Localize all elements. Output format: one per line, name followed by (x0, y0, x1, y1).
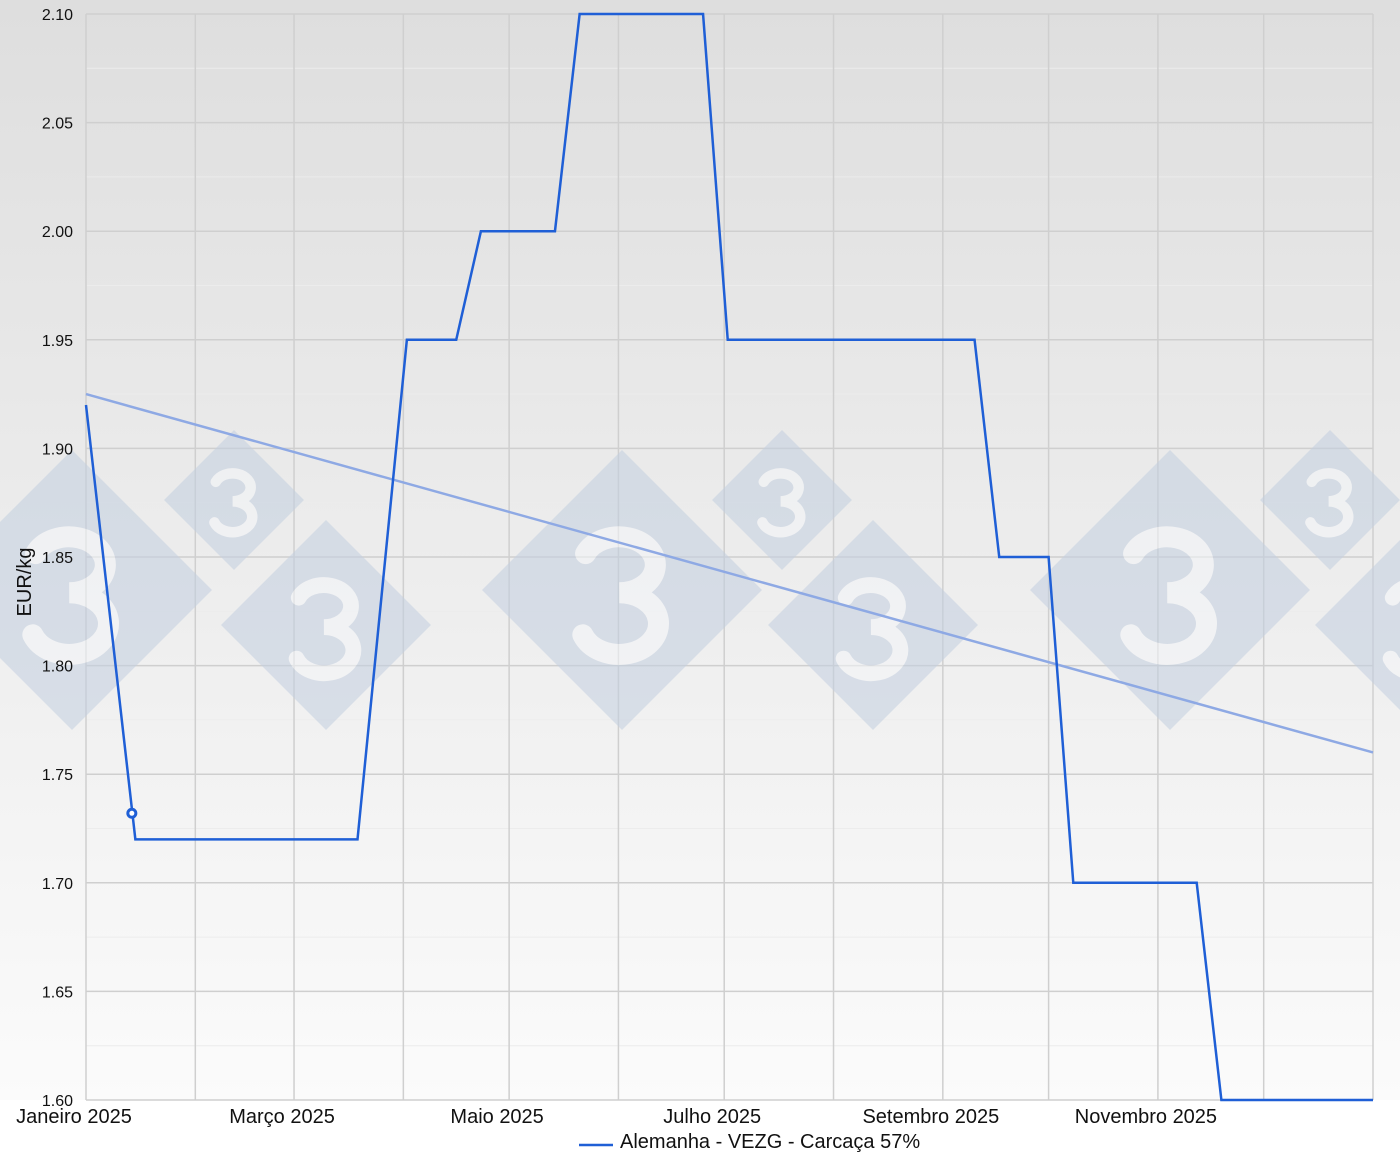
y-tick-label: 1.95 (42, 333, 73, 350)
y-tick-label: 1.80 (42, 659, 73, 676)
watermark-glyph-3 (1120, 526, 1217, 665)
trendline (85, 392, 1374, 754)
x-tick-label: Maio 2025 (450, 1106, 543, 1128)
x-axis-ticks: Janeiro 2025 Março 2025 Maio 2025 Julho 202… (16, 1106, 1217, 1128)
x-tick-label: Março 2025 (229, 1106, 335, 1128)
x-tick-label: Julho 2025 (663, 1106, 761, 1128)
y-tick-label: 2.10 (42, 7, 73, 24)
highlighted-point[interactable] (126, 807, 138, 819)
x-tick-label: Novembro 2025 (1075, 1106, 1217, 1128)
y-axis-label: EUR/kg (14, 548, 36, 617)
x-tick-label: Setembro 2025 (862, 1106, 999, 1128)
y-tick-label: 1.70 (42, 876, 73, 893)
watermark-glyph-3 (1305, 468, 1354, 538)
y-tick-label: 1.75 (42, 767, 73, 784)
y-tick-label: 1.60 (42, 1093, 73, 1110)
series-line-alemanha[interactable] (84, 12, 1373, 1102)
watermark-glyph-3 (757, 468, 806, 538)
y-tick-label: 1.85 (42, 550, 73, 567)
y-tick-label: 2.00 (42, 224, 73, 241)
legend[interactable]: Alemanha - VEZG - Carcaça 57% (579, 1131, 920, 1153)
y-tick-label: 1.90 (42, 441, 73, 458)
watermark-glyph-3 (288, 577, 362, 682)
watermark-glyph-3 (22, 526, 119, 665)
watermark-glyph-3 (572, 526, 669, 665)
y-tick-label: 2.05 (42, 116, 73, 133)
watermark-glyph-3 (835, 577, 909, 682)
watermark-glyph-3 (209, 468, 258, 538)
watermark-logo (0, 430, 1400, 730)
legend-label[interactable]: Alemanha - VEZG - Carcaça 57% (620, 1131, 920, 1153)
y-tick-label: 1.65 (42, 984, 73, 1001)
x-tick-label: Janeiro 2025 (16, 1106, 132, 1128)
y-axis-ticks: 1.60 1.65 1.70 1.75 1.80 1.85 1.90 1.95 2.00 2.05… (42, 7, 73, 1110)
watermark-diamond (1315, 540, 1400, 710)
